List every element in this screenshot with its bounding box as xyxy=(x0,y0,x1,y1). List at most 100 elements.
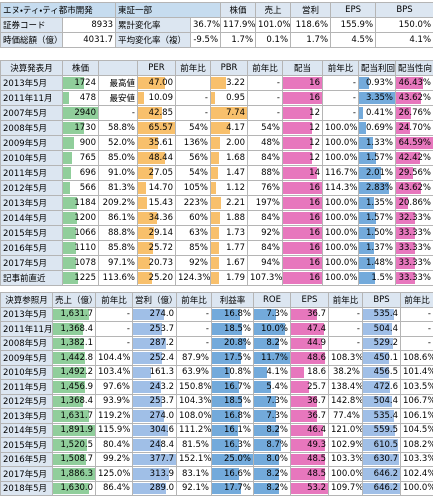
data-bar xyxy=(283,257,322,269)
data-bar xyxy=(363,337,394,349)
row-label: 2013年5月 xyxy=(0,75,63,91)
cell: 14.70 xyxy=(137,180,176,196)
cell: 2.83% xyxy=(358,180,396,196)
cell-text: 104.4% xyxy=(98,352,131,363)
data-bar xyxy=(212,410,240,422)
data-bar xyxy=(53,337,84,349)
cell: - xyxy=(328,335,363,351)
cell: 1,442.8 xyxy=(52,350,96,366)
data-row: 2007年5月 2940-42.85-7.74-12-0.41% 26.76% xyxy=(0,105,433,121)
metric: 売上 xyxy=(255,2,292,18)
row-label: 2012年5月 xyxy=(0,393,53,409)
data-bar xyxy=(211,197,222,209)
cell-text: 1.33% xyxy=(365,138,393,148)
data-bar xyxy=(212,323,243,335)
cell-text: 136% xyxy=(183,138,208,148)
cell-text: 16 xyxy=(309,273,320,283)
data-bar xyxy=(363,395,392,407)
cell: - xyxy=(95,306,133,322)
cell: 535.4 xyxy=(362,306,401,322)
data-bar xyxy=(283,137,313,149)
cell-text: 77.4% xyxy=(332,410,360,421)
data-bar xyxy=(211,182,217,194)
cell: - xyxy=(176,306,212,322)
cell: - xyxy=(247,75,283,91)
cell-text: 559.5 xyxy=(373,425,398,436)
cell-text: 304.6 xyxy=(149,425,174,436)
data-bar xyxy=(359,197,374,209)
cell-text: 16 xyxy=(309,183,320,193)
data-bar xyxy=(211,257,219,269)
cell-text: 16.8% xyxy=(223,410,251,421)
cell-text: 20.8% xyxy=(223,338,251,349)
cell-text: 42.42% xyxy=(398,153,431,163)
cell: 42.85 xyxy=(137,105,176,121)
cell-text: 36.7 xyxy=(307,309,326,320)
cell-text: 1.12 xyxy=(226,183,245,193)
cell-text: 8.2% xyxy=(266,338,288,349)
cell-text: 115.9% xyxy=(98,425,131,436)
cell: 80.4% xyxy=(95,437,133,453)
data-bar xyxy=(359,272,376,284)
cell: 92% xyxy=(247,225,283,241)
cell-text: 116.7% xyxy=(325,168,358,178)
cell-text: 646.2 xyxy=(373,468,398,479)
column-header: 利益率 xyxy=(211,292,254,308)
cell: 12 xyxy=(282,150,323,166)
cell: 1.57% xyxy=(358,150,396,166)
row-label: 2015年5月 xyxy=(0,437,53,453)
cell: 104.4% xyxy=(95,350,133,366)
data-row: 2016年5月 1110 85.8% 25.72 85% 1.77 84% 16 100.0% 1… xyxy=(0,240,433,256)
cell: 7.3% xyxy=(253,306,291,322)
cell: 65.57 xyxy=(137,120,176,136)
row-value: 8933 xyxy=(61,17,117,33)
cell-text: 1.48% xyxy=(365,258,393,268)
data-bar xyxy=(53,381,86,393)
data-bar xyxy=(212,395,243,407)
cell: 91.0% xyxy=(98,165,138,181)
row-label: 記事前直近 xyxy=(0,270,63,286)
row-label: 2014年5月 xyxy=(0,422,53,438)
cell: 54% xyxy=(175,120,211,136)
cell: 478 xyxy=(62,90,99,106)
data-bar xyxy=(63,152,73,164)
data-bar xyxy=(53,352,86,364)
cell-text: 16 xyxy=(309,228,320,238)
cell: 103.5% xyxy=(400,379,433,395)
data-bar xyxy=(291,366,304,378)
row-label: 2012年5月 xyxy=(0,180,63,196)
cell-text: 765 xyxy=(79,153,96,163)
cell-text: 34.36 xyxy=(148,213,173,223)
cell: 102.9% xyxy=(328,437,363,453)
data-bar xyxy=(291,482,328,494)
cell: 7.3% xyxy=(253,408,291,424)
cell-text: 209.2% xyxy=(102,198,135,208)
cell: 63.9% xyxy=(176,364,212,380)
data-bar xyxy=(283,197,322,209)
cell-text: 0.93% xyxy=(365,78,393,88)
data-bar xyxy=(63,107,98,119)
cell: 1724 xyxy=(62,75,99,91)
data-bar xyxy=(359,122,367,134)
cell-text: - xyxy=(205,309,209,320)
cell-text: 630.7 xyxy=(373,454,398,465)
cell-text: 92% xyxy=(189,258,208,268)
data-bar xyxy=(359,227,376,239)
cell-text: 106.7% xyxy=(403,396,433,407)
column-header: 売上（億） xyxy=(52,292,96,308)
cell: - xyxy=(322,90,359,106)
cell: 106.1% xyxy=(400,408,433,424)
cell-text: 16.7% xyxy=(223,381,251,392)
cell-text: 5.4% xyxy=(266,381,288,392)
data-bar xyxy=(291,337,323,349)
data-row: 2014年5月 1200 86.1% 34.36 60% 1.88 84% 16 100.0% 1… xyxy=(0,210,433,226)
data-row: 2008年5月 1,382.1 - 287.2 - 20.8% 8.2% 44.9 - 529.2… xyxy=(0,335,433,351)
cell: 93.9% xyxy=(95,393,133,409)
cell: 100.0% xyxy=(322,225,359,241)
cell-text: - xyxy=(126,338,130,349)
cell-text: 108.3% xyxy=(331,352,363,363)
cell-text: 84% xyxy=(261,243,280,253)
cell-text: 1078 xyxy=(74,258,96,268)
cell: 138.4% xyxy=(328,379,363,395)
data-bar xyxy=(291,323,324,335)
